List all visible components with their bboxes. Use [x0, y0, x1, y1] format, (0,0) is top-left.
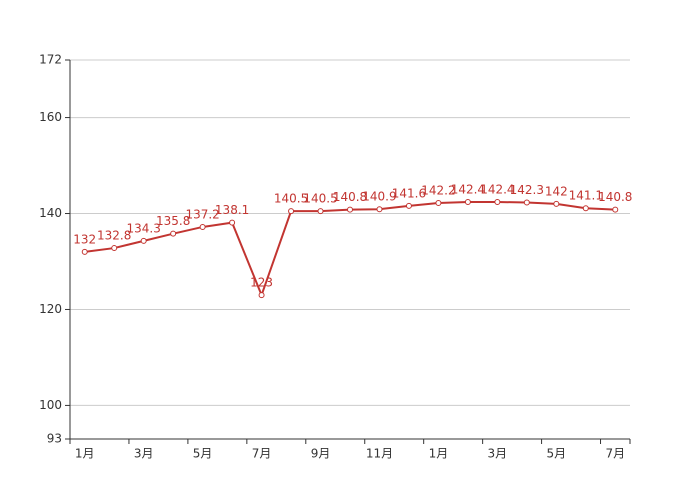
- x-tick-label: 5月: [546, 447, 566, 461]
- value-label: 140.5: [274, 192, 308, 206]
- value-label: 134.3: [127, 221, 161, 235]
- point: [258, 292, 265, 299]
- value-label: 140.9: [362, 190, 396, 204]
- value-label: 141.6: [392, 186, 426, 200]
- point: [81, 248, 88, 255]
- value-label: 142.4: [451, 183, 485, 197]
- value-label: 137.2: [185, 207, 219, 221]
- point: [435, 199, 442, 206]
- x-tick-label: 5月: [193, 447, 213, 461]
- value-label: 142: [545, 184, 568, 198]
- point: [494, 199, 501, 206]
- x-tick-label: 1月: [75, 447, 95, 461]
- value-label: 132: [73, 232, 96, 246]
- y-tick-label: 100: [39, 398, 62, 412]
- y-tick-label: 160: [39, 110, 62, 124]
- value-label: 140.8: [333, 190, 367, 204]
- point: [229, 219, 236, 226]
- value-label: 140.5: [303, 192, 337, 206]
- y-tick-label: 172: [39, 53, 62, 67]
- x-tick-label: 7月: [605, 447, 625, 461]
- point: [199, 223, 206, 230]
- x-tick-label: 9月: [311, 447, 331, 461]
- value-label: 142.2: [421, 183, 455, 197]
- y-tick-label: 140: [39, 206, 62, 220]
- point: [376, 206, 383, 213]
- point: [582, 205, 589, 212]
- value-label: 123: [250, 276, 273, 290]
- x-tick-label: 3月: [488, 447, 508, 461]
- x-tick-label: 1月: [429, 447, 449, 461]
- y-tick-label: 93: [47, 432, 62, 446]
- value-label: 132.8: [97, 229, 131, 243]
- point: [170, 230, 177, 237]
- x-tick-label: 11月: [366, 447, 393, 461]
- point: [612, 206, 619, 213]
- point: [553, 200, 560, 207]
- point: [405, 202, 412, 209]
- point: [288, 208, 295, 215]
- value-label: 141.1: [569, 189, 603, 203]
- value-label: 142.3: [510, 183, 544, 197]
- x-tick-label: 3月: [134, 447, 154, 461]
- point: [317, 208, 324, 215]
- point: [111, 245, 118, 252]
- x-tick-label: 7月: [252, 447, 272, 461]
- point: [347, 206, 353, 213]
- point: [140, 237, 147, 244]
- point: [523, 199, 530, 206]
- value-label: 138.1: [215, 203, 249, 217]
- value-label: 142.4: [480, 183, 514, 197]
- y-tick-label: 120: [39, 302, 62, 316]
- point: [464, 199, 471, 206]
- value-label: 135.8: [156, 214, 190, 228]
- value-label: 140.8: [598, 190, 632, 204]
